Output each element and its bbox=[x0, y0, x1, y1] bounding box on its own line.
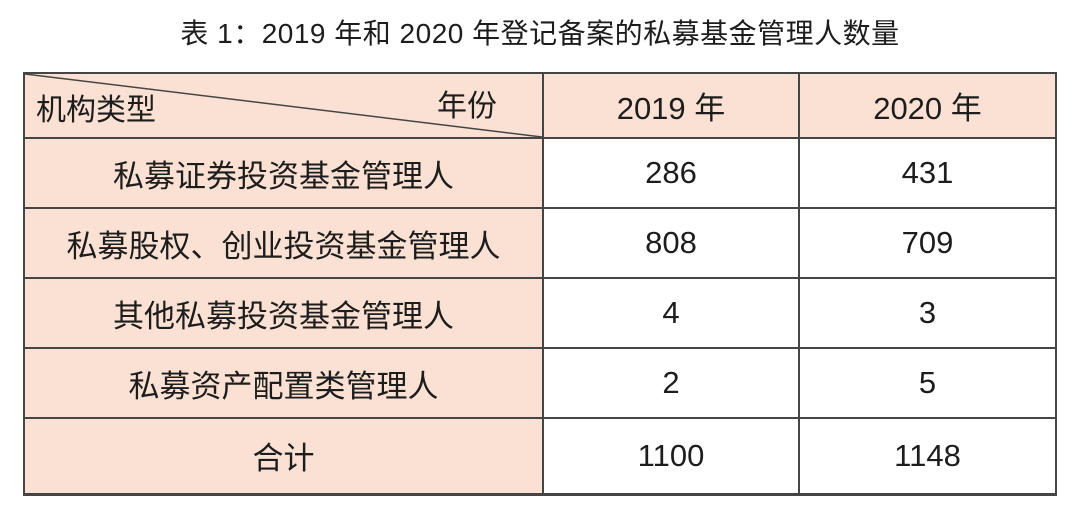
value-cell-2019: 4 bbox=[542, 277, 800, 349]
value-cell-2020: 709 bbox=[798, 207, 1057, 279]
diagonal-divider-line bbox=[25, 74, 542, 137]
value-cell-2020: 3 bbox=[798, 277, 1057, 349]
value-cell-2019: 2 bbox=[542, 347, 800, 419]
total-value-cell-2020: 1148 bbox=[798, 417, 1057, 496]
value-cell-2020: 5 bbox=[798, 347, 1057, 419]
column-header-2019: 2019 年 bbox=[542, 72, 800, 139]
value-cell-2020: 431 bbox=[798, 137, 1057, 209]
total-value-cell-2019: 1100 bbox=[542, 417, 800, 496]
table-row: 私募资产配置类管理人 2 5 bbox=[23, 347, 1057, 419]
corner-row-axis-label: 机构类型 bbox=[36, 94, 156, 128]
value-cell-2019: 808 bbox=[542, 207, 800, 279]
corner-header-cell: 机构类型 年份 bbox=[23, 72, 544, 139]
data-table: 机构类型 年份 2019 年 2020 年 私募证券投资基金管理人 286 43… bbox=[23, 72, 1057, 496]
value-cell-2019: 286 bbox=[542, 137, 800, 209]
row-label-cell: 私募证券投资基金管理人 bbox=[23, 137, 544, 209]
row-label-cell: 其他私募投资基金管理人 bbox=[23, 277, 544, 349]
table-row: 私募股权、创业投资基金管理人 808 709 bbox=[23, 207, 1057, 279]
total-row: 合计 1100 1148 bbox=[23, 417, 1057, 496]
table-row: 其他私募投资基金管理人 4 3 bbox=[23, 277, 1057, 349]
table-caption: 表 1：2019 年和 2020 年登记备案的私募基金管理人数量 bbox=[180, 18, 900, 49]
table-row: 私募证券投资基金管理人 286 431 bbox=[23, 137, 1057, 209]
corner-col-axis-label: 年份 bbox=[437, 89, 497, 123]
row-label-cell: 私募资产配置类管理人 bbox=[23, 347, 544, 419]
row-label-cell: 私募股权、创业投资基金管理人 bbox=[23, 207, 544, 279]
column-header-2020: 2020 年 bbox=[798, 72, 1057, 139]
total-label-cell: 合计 bbox=[23, 417, 544, 496]
header-row: 机构类型 年份 2019 年 2020 年 bbox=[23, 72, 1057, 139]
